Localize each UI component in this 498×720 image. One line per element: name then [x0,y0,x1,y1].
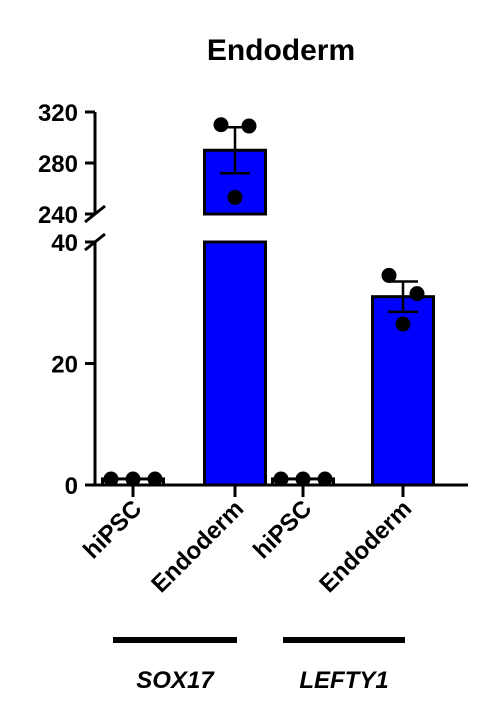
data-point [147,471,163,487]
chart-title: Endoderm [207,34,355,67]
data-point [103,471,119,487]
data-point [395,316,411,332]
data-point [227,189,243,205]
data-point [125,471,141,487]
x-tick-label: Endoderm [146,495,249,598]
group-label-lefty1: LEFTY1 [299,667,388,694]
y-tick-label: 20 [51,352,78,379]
y-tick-label: 320 [38,100,78,127]
y-tick-label: 280 [38,151,78,178]
data-points [103,117,425,487]
y-tick-label: 40 [51,230,78,257]
data-point [295,471,311,487]
data-point [317,471,333,487]
data-point [409,286,425,302]
bars [101,126,435,487]
x-tick-label: Endoderm [314,495,417,598]
data-point [241,118,257,134]
group-label-sox17: SOX17 [136,667,215,694]
y-tick-label: 0 [65,473,78,500]
bar-sox17-endoderm-lower [203,240,267,487]
x-tick-label: hiPSC [78,495,147,564]
y-tick-label: 240 [38,202,78,229]
data-point [381,267,397,283]
data-point [273,471,289,487]
data-point [213,117,229,133]
x-tick-label: hiPSC [248,495,317,564]
